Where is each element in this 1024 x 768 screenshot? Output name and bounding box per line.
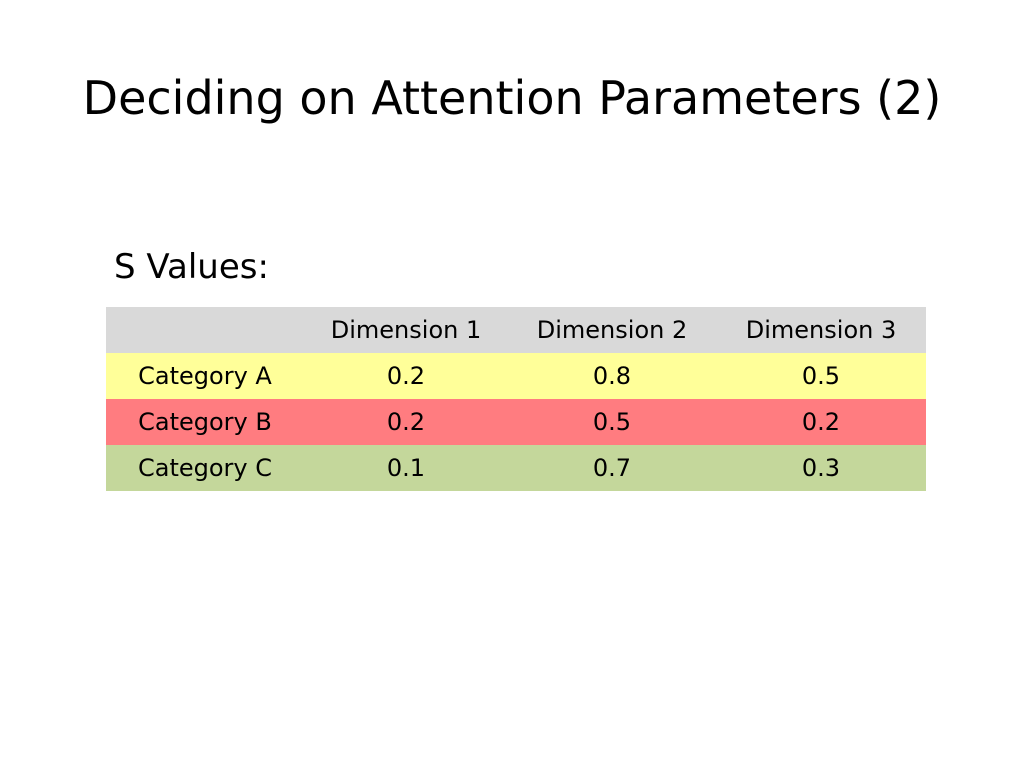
value-cell: 0.3 [801, 454, 841, 482]
value-cell: 0.5 [592, 408, 632, 436]
table-row-category-a: Category A 0.2 0.8 0.5 [106, 353, 926, 399]
value-cell: 0.2 [801, 408, 841, 436]
table-row-category-b: Category B 0.2 0.5 0.2 [106, 399, 926, 445]
slide-title: Deciding on Attention Parameters (2) [82, 71, 942, 125]
table-row-category-c: Category C 0.1 0.7 0.3 [106, 445, 926, 491]
value-cell: 0.5 [801, 362, 841, 390]
section-label: S Values: [114, 247, 269, 287]
header-cell-dimension-2: Dimension 2 [536, 316, 688, 344]
header-cell-dimension-3: Dimension 3 [745, 316, 897, 344]
value-cell: 0.1 [386, 454, 426, 482]
value-cell: 0.2 [386, 408, 426, 436]
value-cell: 0.2 [386, 362, 426, 390]
row-label: Category C [137, 454, 272, 482]
s-values-table: Dimension 1 Dimension 2 Dimension 3 Cate… [106, 307, 926, 491]
header-cell-dimension-1: Dimension 1 [330, 316, 482, 344]
row-label: Category B [138, 408, 272, 436]
value-cell: 0.8 [592, 362, 632, 390]
table-header-row: Dimension 1 Dimension 2 Dimension 3 [106, 307, 926, 353]
value-cell: 0.7 [592, 454, 632, 482]
row-label: Category A [138, 362, 272, 390]
header-cell-corner [106, 307, 304, 353]
